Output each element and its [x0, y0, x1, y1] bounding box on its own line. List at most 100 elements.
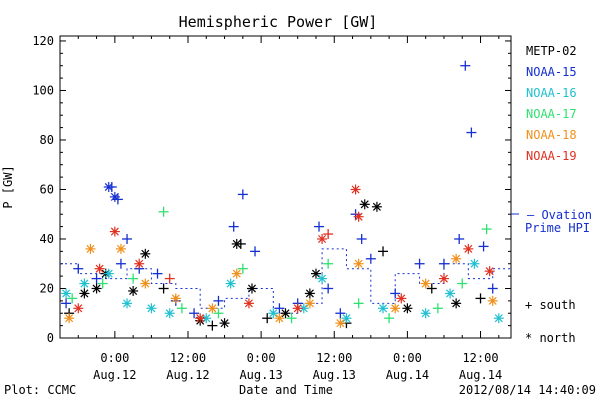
data-point [91, 273, 102, 284]
data-point [493, 313, 504, 324]
data-point [463, 243, 474, 254]
data-point [317, 233, 328, 244]
data-point [317, 273, 328, 284]
x-tick-date-label: Aug.12 [93, 368, 136, 382]
data-point [189, 308, 200, 319]
data-point [115, 258, 126, 269]
y-tick-label: 20 [40, 281, 54, 295]
y-tick-label: 120 [32, 34, 54, 48]
data-point [61, 298, 72, 309]
ovation-prime-series [60, 248, 511, 314]
x-tick-date-label: Aug.12 [166, 368, 209, 382]
data-point [350, 184, 361, 195]
data-point [97, 278, 108, 289]
data-point [201, 313, 212, 324]
data-point [356, 233, 367, 244]
legend-entry: NOAA-17 [526, 107, 577, 121]
data-point [262, 313, 273, 324]
data-point [115, 243, 126, 254]
data-point [274, 303, 285, 314]
x-tick-date-label: Aug.14 [386, 368, 429, 382]
data-point [304, 298, 315, 309]
data-point [213, 295, 224, 306]
legend-entry: METP-02 [526, 44, 577, 58]
data-point [280, 308, 291, 319]
data-point [432, 303, 443, 314]
plot-frame [59, 35, 512, 339]
data-point [487, 295, 498, 306]
data-point [85, 243, 96, 254]
plot-source: Plot: CCMC [4, 383, 76, 397]
data-point [353, 298, 364, 309]
data-point [122, 233, 133, 244]
legend-entry: NOAA-19 [526, 149, 577, 163]
legend-ovation-line2: Prime HPI [525, 221, 590, 235]
data-point [378, 303, 389, 314]
y-tick-label: 0 [47, 331, 54, 345]
x-axis-label: Date and Time [239, 383, 333, 397]
data-point [323, 283, 334, 294]
data-point [73, 263, 84, 274]
data-point [323, 258, 334, 269]
data-point [67, 293, 78, 304]
data-point [469, 258, 480, 269]
data-point [250, 246, 261, 257]
data-point [378, 246, 389, 257]
data-point [481, 224, 492, 235]
data-markers [61, 60, 504, 331]
data-point [292, 303, 303, 314]
data-point [112, 194, 123, 205]
data-point [371, 201, 382, 212]
legend-north: * north [525, 331, 576, 345]
data-point [484, 266, 495, 277]
y-axis: 0 20 40 60 80 100 120 [32, 34, 511, 345]
data-point [176, 303, 187, 314]
y-tick-label: 80 [40, 133, 54, 147]
data-point [235, 238, 246, 249]
ovation-step-line [60, 248, 511, 314]
y-tick-label: 40 [40, 232, 54, 246]
legend: METP-02 NOAA-15 NOAA-16 NOAA-17 NOAA-18 NOAA-… [511, 44, 577, 215]
data-point [146, 303, 157, 314]
legend-south: + south [525, 298, 576, 312]
data-point [420, 308, 431, 319]
data-point [106, 182, 117, 192]
x-tick-label: 12:00 [316, 351, 352, 365]
x-tick-date-label: Aug.13 [239, 368, 282, 382]
data-point [457, 278, 468, 289]
legend-entry: NOAA-18 [526, 128, 577, 142]
data-point [359, 199, 370, 210]
data-point [140, 278, 151, 289]
data-point [170, 293, 181, 304]
data-point [451, 298, 462, 309]
data-point [438, 258, 449, 269]
data-point [451, 253, 462, 264]
data-point [140, 248, 151, 259]
data-point [64, 313, 75, 324]
data-point [438, 273, 449, 284]
x-tick-label: 0:00 [100, 351, 129, 365]
data-point [158, 206, 169, 217]
data-point [79, 278, 90, 289]
data-point [207, 320, 218, 331]
y-tick-label: 100 [32, 83, 54, 97]
x-tick-date-label: Aug.13 [313, 368, 356, 382]
data-point [73, 303, 84, 314]
data-point [353, 211, 364, 222]
data-point [454, 233, 465, 244]
data-point [128, 285, 139, 296]
data-point [152, 268, 163, 279]
data-point [228, 221, 239, 232]
legend-ovation-line1: — Ovation [527, 208, 592, 222]
data-point [109, 226, 120, 237]
data-point [402, 303, 413, 314]
data-point [384, 313, 395, 324]
data-point [246, 283, 257, 294]
plot-timestamp: 2012/08/14 14:40:09 [459, 383, 596, 397]
y-axis-label: P [GW] [1, 165, 15, 208]
data-point [195, 313, 206, 324]
data-point [460, 60, 471, 71]
data-point [134, 258, 145, 269]
data-point [420, 278, 431, 289]
legend-entry: NOAA-15 [526, 65, 577, 79]
